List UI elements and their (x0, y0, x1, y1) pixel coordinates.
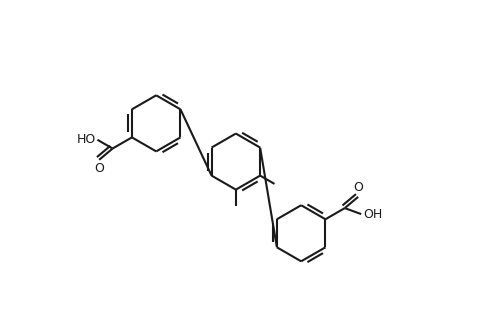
Text: O: O (94, 162, 104, 175)
Text: O: O (353, 181, 363, 194)
Text: OH: OH (363, 208, 382, 220)
Text: HO: HO (77, 133, 96, 146)
